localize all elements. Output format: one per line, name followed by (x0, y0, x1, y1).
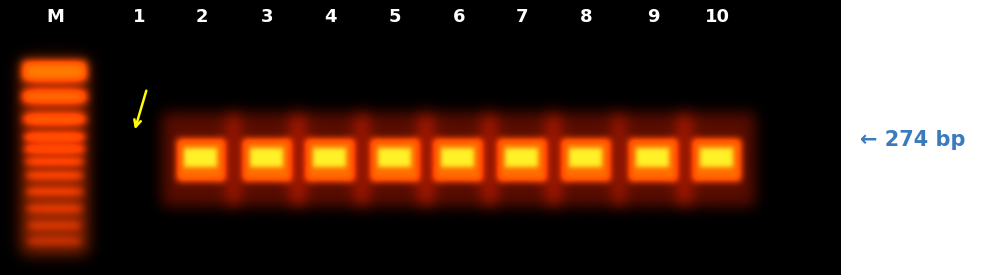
Text: 4: 4 (325, 7, 337, 26)
Text: 7: 7 (516, 7, 528, 26)
Text: M: M (46, 7, 65, 26)
Text: ← 274 bp: ← 274 bp (860, 130, 966, 150)
Text: 6: 6 (453, 7, 465, 26)
Text: 2: 2 (196, 7, 208, 26)
Text: 3: 3 (261, 7, 273, 26)
Text: 1: 1 (133, 7, 145, 26)
Text: 9: 9 (647, 7, 659, 26)
Text: 10: 10 (706, 7, 730, 26)
Text: 8: 8 (581, 7, 593, 26)
Text: 5: 5 (389, 7, 401, 26)
